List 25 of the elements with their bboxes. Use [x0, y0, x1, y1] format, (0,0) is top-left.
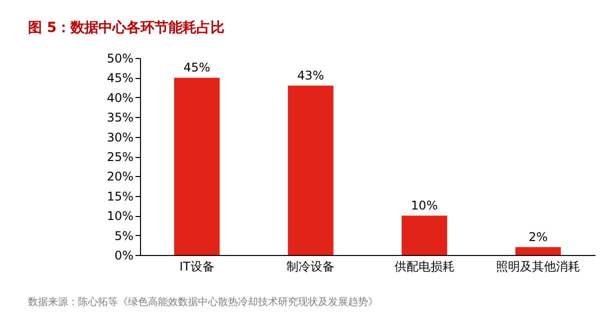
y-tick-label: 25%	[106, 150, 134, 164]
x-tick-label: 照明及其他消耗	[496, 260, 580, 274]
y-tick-label: 40%	[106, 90, 134, 105]
y-tick-label: 20%	[106, 170, 134, 184]
y-tick-label: 35%	[106, 110, 134, 125]
bar	[288, 86, 334, 255]
data-label: 45%	[184, 60, 210, 75]
x-tick-label: 供配电损耗	[394, 260, 454, 274]
y-tick-label: 10%	[106, 209, 134, 224]
x-tick-label: 制冷设备	[286, 260, 335, 274]
bar	[515, 247, 561, 255]
y-tick-label: 45%	[106, 71, 134, 86]
y-tick-label: 0%	[114, 248, 134, 262]
data-label: 10%	[411, 198, 438, 213]
bar	[174, 78, 220, 255]
bar	[402, 216, 448, 255]
y-tick-label: 50%	[106, 52, 134, 66]
data-label: 43%	[297, 68, 324, 83]
y-tick-label: 5%	[114, 228, 134, 243]
data-label: 2%	[528, 230, 548, 244]
y-tick-label: 30%	[106, 130, 134, 144]
source-note: 数据来源：陈心拓等《绿色高能效数据中心散热冷却技术研究现状及发展趋势》	[28, 296, 378, 308]
x-tick-label: IT设备	[179, 260, 214, 274]
chart-title: 图 5：数据中心各环节能耗占比	[28, 19, 225, 36]
y-tick-label: 15%	[106, 189, 134, 204]
